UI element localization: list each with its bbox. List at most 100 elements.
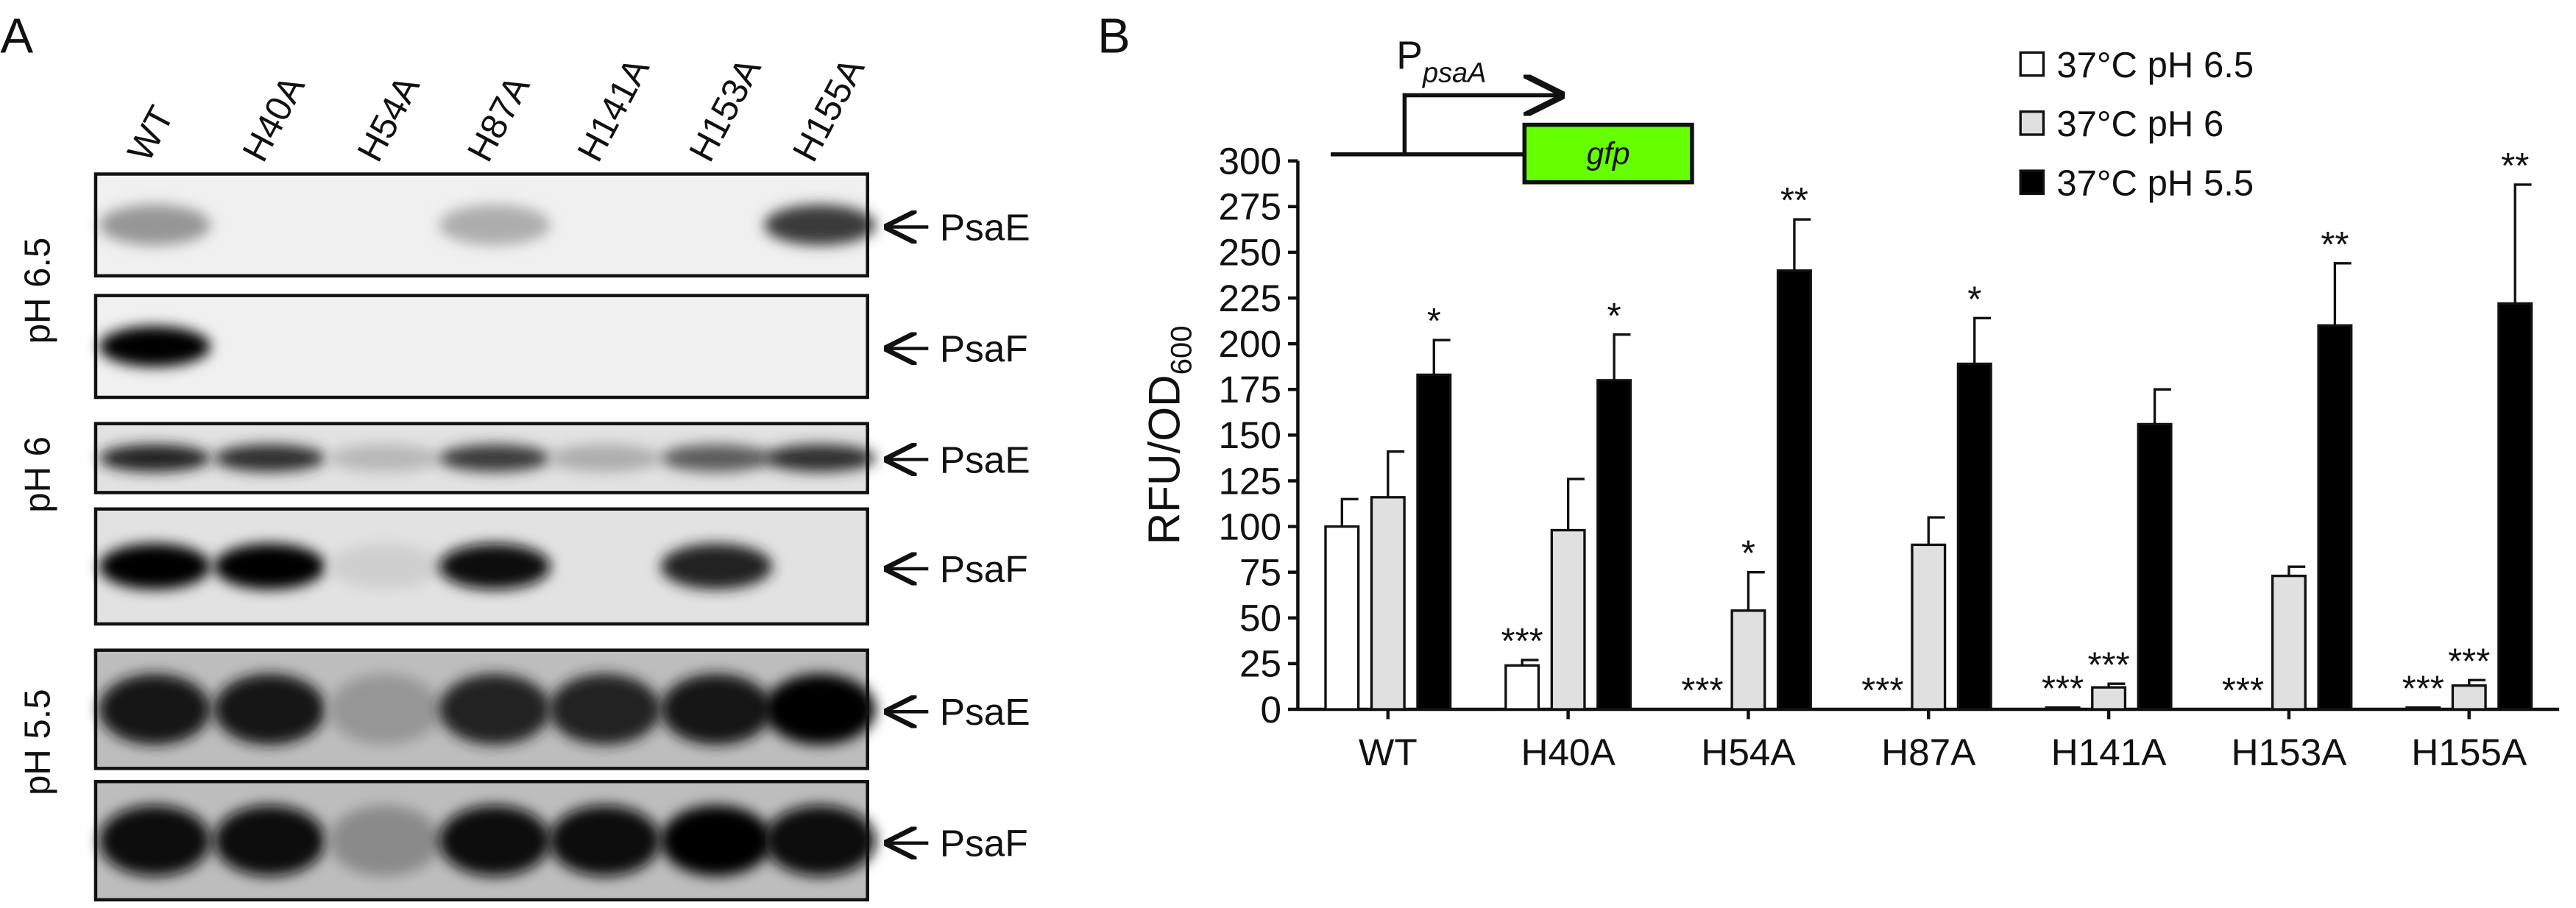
y-tick-label: 50 (1239, 597, 1281, 639)
lane-label: H40A (236, 69, 313, 168)
y-tick-label: 275 (1218, 186, 1281, 228)
legend-label: 37°C pH 5.5 (2056, 164, 2254, 204)
condition-label: pH 5.5 (18, 689, 57, 795)
blot-frame (93, 648, 869, 770)
x-tick-label: H40A (1521, 731, 1616, 773)
blot-background (95, 295, 868, 398)
blot-band (548, 444, 661, 472)
panel-label: B (1097, 8, 1130, 63)
blot-frame (93, 172, 869, 278)
x-tick-label: H87A (1881, 731, 1976, 773)
blot-band (660, 673, 773, 745)
x-tick-label: H141A (2051, 731, 2168, 773)
significance-label: *** (2402, 670, 2444, 709)
bar (2271, 574, 2307, 711)
blot-band (439, 444, 551, 472)
condition-label: pH 6 (18, 436, 57, 513)
bar (2451, 684, 2487, 711)
bar (1324, 525, 1360, 711)
bar (2137, 422, 2173, 711)
promoter-arrow (1402, 95, 1560, 155)
promoter-text: P (1396, 35, 1423, 78)
blot-band (548, 673, 661, 745)
gene-box (1522, 122, 1694, 185)
blot-frame (93, 294, 869, 400)
blot-band (213, 805, 326, 876)
band-label: PsaE (940, 691, 1030, 733)
y-axis-label: RFU/OD600 (1139, 325, 1198, 545)
band-label: PsaE (940, 206, 1030, 248)
significance-label: ** (2321, 225, 2349, 265)
bar (2405, 706, 2441, 711)
blot-band (328, 543, 441, 590)
bar (2091, 686, 2127, 711)
blot-band (439, 805, 551, 876)
blot-band (764, 444, 876, 472)
blot-band (213, 444, 326, 472)
blot-frame (93, 507, 869, 626)
y-tick-label: 200 (1218, 323, 1281, 365)
legend-label: 37°C pH 6.5 (2056, 46, 2254, 85)
error-bar (1432, 338, 1451, 375)
bar (1550, 528, 1586, 711)
blot-band (213, 673, 326, 745)
legend-swatch (2019, 51, 2045, 77)
legend-swatch (2019, 169, 2045, 195)
blot-band (328, 805, 441, 876)
error-bar (2513, 183, 2532, 304)
band-label: PsaF (940, 327, 1028, 369)
legend-label: 37°C pH 6 (2056, 104, 2223, 144)
error-bar (1387, 450, 1405, 497)
significance-label: * (1741, 534, 1755, 574)
blot-band (99, 205, 211, 246)
blot-band (213, 543, 326, 590)
blot-frame (93, 779, 869, 902)
error-bar (1340, 497, 1359, 527)
y-axis-label-text: RFU/OD (1139, 375, 1189, 545)
y-tick-label: 150 (1218, 414, 1281, 456)
blot-band (99, 326, 211, 367)
lane-label: H153A (682, 52, 769, 168)
blot-band (99, 673, 211, 745)
blot-band (548, 805, 661, 876)
blot-panel: WT H40A H54A H87A H141A H153A H155A PsaE PsaF Psa… (18, 52, 1030, 902)
bar (1956, 362, 1992, 711)
error-bar (1613, 333, 1631, 380)
band-label: PsaE (940, 439, 1030, 480)
bar (1776, 269, 1812, 711)
blot-band (764, 205, 876, 246)
bar (2497, 302, 2533, 711)
error-bar (2287, 565, 2306, 576)
error-bar (1973, 316, 1992, 364)
blot-band (439, 673, 551, 745)
blot-band (439, 543, 551, 590)
legend-swatch (2019, 110, 2045, 136)
error-bar (2468, 678, 2486, 686)
significance-label: *** (1861, 671, 1903, 711)
error-bar (1747, 570, 1765, 611)
bar (1730, 609, 1766, 711)
error-bar (1521, 659, 1539, 666)
condition-label: pH 6.5 (18, 238, 57, 344)
significance-label: * (1427, 302, 1441, 341)
blot-band (764, 673, 876, 745)
bar (2045, 706, 2081, 711)
significance-label: * (1607, 297, 1621, 336)
y-tick-label: 250 (1218, 232, 1281, 274)
significance-label: * (1967, 280, 1981, 319)
bar (2317, 324, 2353, 711)
error-bar (2333, 262, 2352, 326)
blot-band (99, 805, 211, 876)
gene-label: gfp (1587, 136, 1630, 171)
promoter-diagram: gfp PpsaA (1331, 35, 1694, 185)
y-tick-label: 175 (1218, 369, 1281, 411)
blot-band (660, 805, 773, 876)
promoter-subscript: psaA (1422, 58, 1486, 89)
y-tick-label: 100 (1218, 506, 1281, 547)
error-bar (2107, 682, 2126, 688)
lane-label: H87A (460, 69, 537, 168)
y-tick-label: 300 (1218, 141, 1281, 182)
bar (1504, 664, 1540, 711)
